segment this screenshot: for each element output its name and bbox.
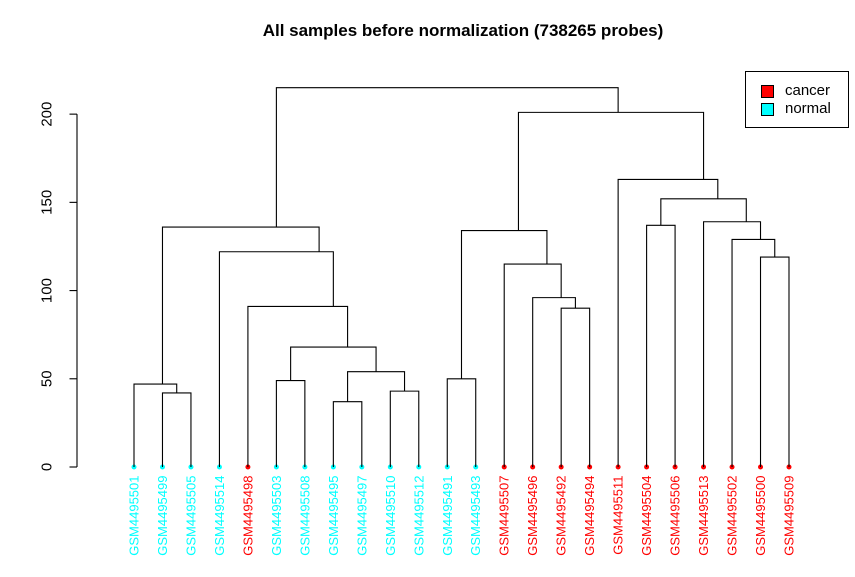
dendrogram-link [161,392,192,467]
dendrogram-link [389,390,420,467]
dendrogram-link [218,251,334,467]
leaf-label: GSM4495502 [725,476,740,556]
leaf-label: GSM4495492 [554,476,569,556]
dendrogram-link [503,263,562,467]
leaf-label: GSM4495491 [440,476,455,556]
leaf-label: GSM4495512 [411,476,426,556]
legend-label-cancer: cancer [785,82,831,99]
dendrogram-link [275,379,306,467]
legend-swatch-cancer [761,84,774,98]
dendrogram-link [660,198,747,226]
dendrogram-link [560,307,591,467]
dendrogram-link [247,305,349,467]
dendrogram-link [161,226,320,385]
leaf-label: GSM4495510 [383,476,398,556]
y-axis-tick-label: 0 [39,463,56,471]
leaf-label: GSM4495513 [696,476,711,556]
y-axis-tick-label: 200 [39,102,56,127]
leaf-label: GSM4495497 [354,476,369,556]
dendrogram-link [617,178,719,467]
legend-item-cancer: cancer [761,82,848,100]
dendrogram-link [347,371,406,402]
leaf-label: GSM4495514 [212,476,227,556]
legend: cancer normal [745,71,849,128]
dendrogram-link [446,378,477,467]
dendrogram-link [460,230,548,379]
dendrogram-link [517,111,705,231]
leaf-label: GSM4495493 [468,475,483,555]
leaf-label: GSM4495505 [183,476,198,556]
dendrogram-link [703,221,762,467]
dendrogram-link [532,297,576,467]
y-axis-tick-label: 50 [39,370,56,387]
dendrogram-link [759,256,790,467]
leaf-label: GSM4495503 [269,476,284,556]
leaf-label: GSM4495498 [240,476,255,556]
dendrogram-link [133,383,178,467]
leaf-label: GSM4495496 [525,476,540,556]
leaf-label: GSM4495501 [127,476,142,556]
leaf-label: GSM4495509 [781,476,796,556]
leaf-label: GSM4495504 [639,476,654,556]
y-axis-tick-label: 150 [39,190,56,215]
legend-swatch-normal [761,102,774,116]
leaf-label: GSM4495495 [326,476,341,556]
dendrogram-link [332,401,363,467]
leaf-label: GSM4495494 [582,476,597,556]
legend-label-normal: normal [785,100,831,117]
leaf-label: GSM4495500 [753,476,768,556]
leaf-label: GSM4495499 [155,476,170,556]
dendrogram-link [731,238,776,467]
leaf-label: GSM4495507 [497,476,512,556]
leaf-label: GSM4495511 [611,476,626,555]
dendrogram-link [275,87,619,228]
leaf-label: GSM4495508 [297,476,312,556]
leaf-label: GSM4495506 [668,476,683,556]
legend-item-normal: normal [761,100,848,118]
dendrogram-link [290,346,377,381]
chart-title: All samples before normalization (738265… [262,21,664,40]
dendrogram-link [646,224,676,467]
y-axis-tick-label: 100 [39,278,56,303]
